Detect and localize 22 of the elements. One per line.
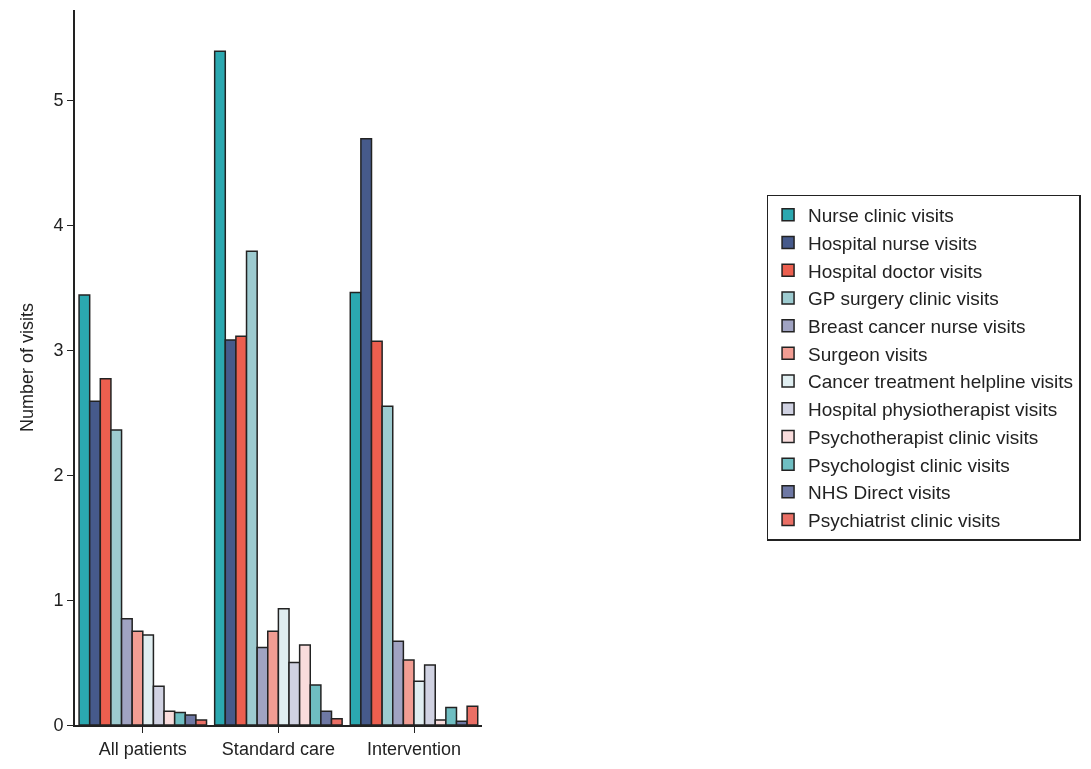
y-axis-title: Number of visits [17,302,38,433]
x-tick-label: Intervention [366,738,462,759]
legend-label: GP surgery clinic visits [808,288,999,310]
x-tick-label: All patients [98,738,187,759]
y-tick-label: 2 [53,465,64,486]
y-tick-label: 4 [53,215,64,236]
x-tick-label: Standard care [221,738,335,759]
legend-label: Psychiatrist clinic visits [808,509,1001,531]
legend-label: Nurse clinic visits [808,205,954,227]
legend-label: Psychologist clinic visits [808,454,1010,476]
legend-label: Psychotherapist clinic visits [808,426,1039,448]
y-tick-label: 5 [53,90,64,111]
legend-label: Hospital physiotherapist visits [808,399,1058,421]
y-tick-label: 1 [53,590,64,611]
legend-label: Cancer treatment helpline visits [808,371,1074,393]
legend-label: Breast cancer nurse visits [808,316,1026,338]
legend-label: NHS Direct visits [808,482,951,504]
y-tick-label: 3 [53,340,64,361]
legend-label: Surgeon visits [808,343,928,365]
legend-label: Hospital nurse visits [808,232,978,254]
y-tick-label: 0 [53,715,64,736]
legend-label: Hospital doctor visits [808,260,983,282]
